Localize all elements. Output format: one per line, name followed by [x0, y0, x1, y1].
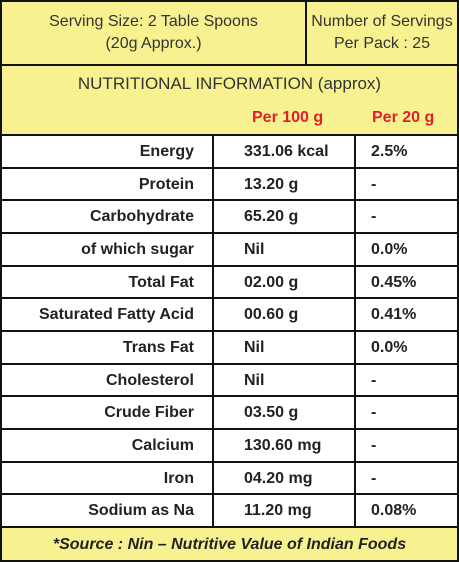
nutrient-name: Cholesterol — [2, 364, 214, 396]
nutrient-value: Nil — [214, 234, 356, 265]
nutrient-value: 0.0% — [371, 339, 408, 356]
nutrient-value: 11.20 mg — [214, 495, 356, 526]
table-title: NUTRITIONAL INFORMATION (approx) — [77, 74, 382, 93]
table-row: Iron 04.20 mg - — [2, 460, 457, 494]
nutrient-value: Nil — [214, 364, 356, 396]
nutrient-name: Sodium as Na — [2, 495, 214, 526]
nutrient-value: - — [371, 469, 377, 487]
servings-line: Per Pack : 25 — [333, 35, 431, 52]
nutrient-value: 130.60 mg — [214, 430, 356, 461]
nutrient-name: Total Fat — [2, 266, 214, 298]
nutrient-value: 0.45% — [371, 273, 417, 291]
table-row: Sodium as Na 11.20 mg 0.08% — [2, 493, 457, 526]
nutrient-value: 0.08% — [371, 502, 417, 520]
footer: *Source : Nin – Nutritive Value of India… — [2, 526, 457, 560]
table-row: Cholesterol Nil - — [2, 362, 457, 396]
nutrient-value: Nil — [214, 332, 356, 363]
table-row: Carbohydrate 65.20 g- — [2, 199, 457, 232]
table-row: Crude Fiber 03.50 g- — [2, 395, 457, 428]
nutrient-value: - — [371, 404, 377, 422]
nutrient-value: 65.20 g — [214, 201, 356, 232]
nutrient-value: 02.00 g — [214, 266, 356, 298]
nutrient-value: 2.5% — [371, 143, 408, 160]
nutrient-name: Energy — [2, 136, 214, 167]
table-row: Trans Fat Nil 0.0% — [2, 330, 457, 363]
nutrient-value: - — [371, 437, 377, 454]
column-header: Per 20 g — [372, 109, 435, 126]
table-row: of which sugar Nil 0.0% — [2, 232, 457, 265]
nutrient-value: - — [371, 175, 377, 193]
nutrient-value: - — [371, 371, 377, 389]
nutrient-value: 331.06 kcal — [214, 136, 356, 167]
table-row: Saturated Fatty Acid 00.60 g 0.41% — [2, 297, 457, 330]
table-row: Protein 13.20 g- — [2, 166, 457, 200]
table-row: Calcium 130.60 mg - — [2, 428, 457, 461]
nutrient-name: Carbohydrate — [2, 201, 214, 232]
nutrient-value: 0.41% — [371, 306, 417, 324]
nutrient-name: of which sugar — [2, 234, 214, 265]
nutrient-value: 04.20 mg — [214, 462, 356, 494]
serving-size-line: (20g Approx.) — [105, 35, 202, 52]
nutrient-name: Calcium — [2, 430, 214, 461]
table-row: Energy 331.06 kcal 2.5% — [2, 134, 457, 167]
nutrient-value: 13.20 g — [214, 168, 356, 200]
nutrient-name: Trans Fat — [2, 332, 214, 363]
table-row: Total Fat 02.00 g 0.45% — [2, 264, 457, 298]
nutrient-value: - — [371, 208, 377, 226]
nutrient-name: Protein — [2, 168, 214, 200]
nutrient-value: 03.50 g — [214, 397, 356, 428]
nutrient-name: Iron — [2, 462, 214, 494]
nutrient-name: Crude Fiber — [2, 397, 214, 428]
column-header: Per 100 g — [252, 109, 324, 126]
serving-size: Serving Size: 2 Table Spoons (20g Approx… — [2, 2, 307, 66]
nutrient-name: Saturated Fatty Acid — [2, 299, 214, 330]
servings-line: Number of Servings — [311, 13, 453, 30]
serving-size-line: Serving Size: 2 Table Spoons — [49, 13, 258, 30]
nutrient-value: 00.60 g — [214, 299, 356, 330]
servings: Number of Servings Per Pack : 25 — [307, 2, 457, 66]
nutrient-value: 0.0% — [371, 241, 408, 258]
